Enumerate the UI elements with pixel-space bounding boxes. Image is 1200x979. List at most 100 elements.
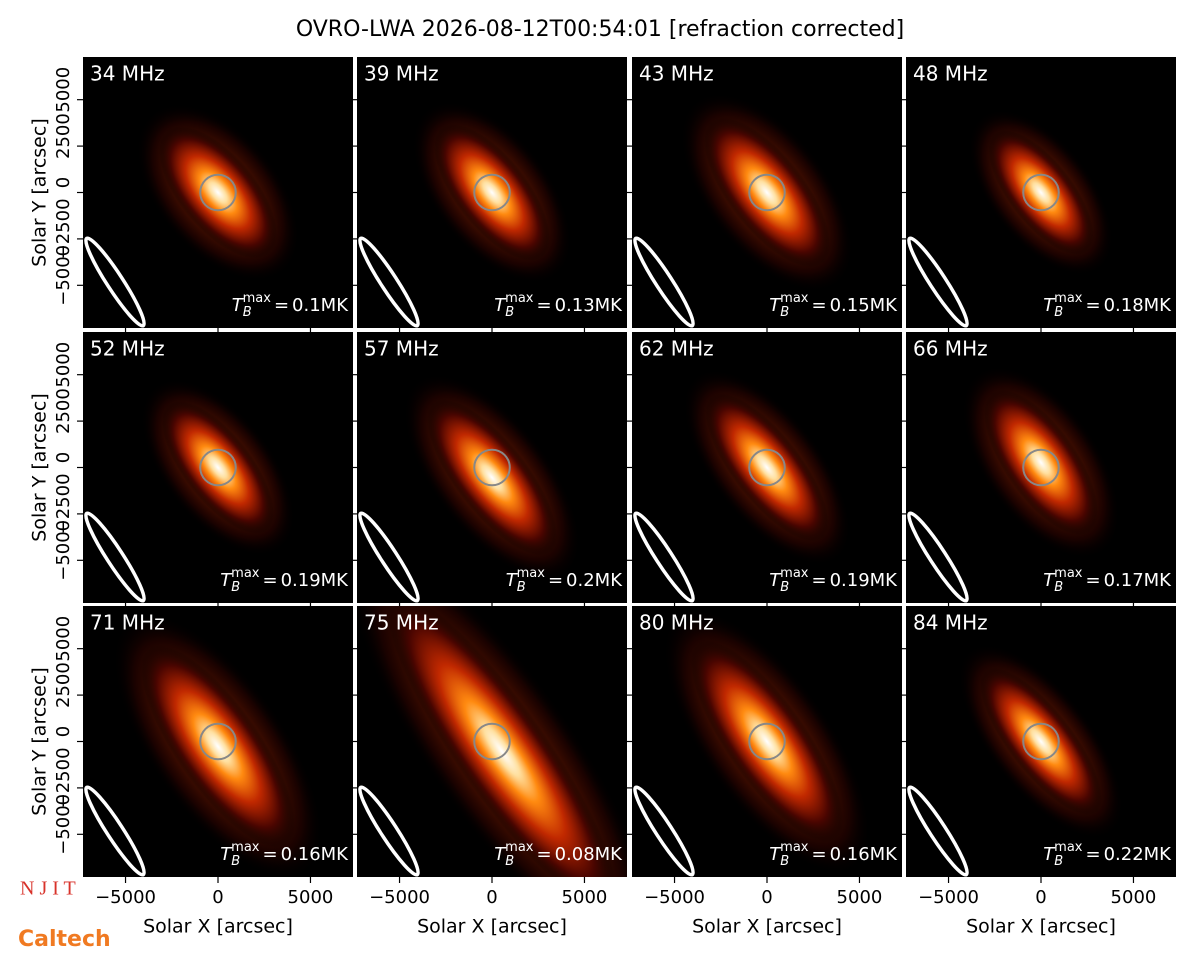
- x-tick-label: 0: [761, 887, 772, 908]
- tb-value: 0.19MK: [281, 570, 350, 591]
- tb-sub: B: [517, 580, 526, 595]
- tb-symbol: T: [494, 295, 507, 316]
- y-tick-label: 5000: [53, 342, 74, 388]
- emission: [158, 126, 278, 259]
- tb-sup: max: [231, 840, 260, 855]
- image-layer: [358, 373, 581, 603]
- emission: [434, 124, 550, 261]
- tb-eq: =: [811, 295, 826, 316]
- beam: [907, 511, 969, 603]
- tb-annotation: TBmax = 0.15MK: [769, 291, 898, 320]
- y-tick-label: 2500: [53, 388, 74, 434]
- y-tick-label: 2500: [53, 662, 74, 708]
- solar-disk: [473, 173, 511, 212]
- solar-disk: [473, 722, 511, 761]
- solar-disk: [748, 448, 786, 487]
- image-layer: [633, 608, 871, 877]
- tb-eq: =: [1085, 844, 1100, 865]
- panel: 43 MHz TBmax = 0.15MK: [626, 57, 902, 334]
- solar-disk: [748, 722, 786, 761]
- emission: [704, 117, 830, 268]
- tb-sup: max: [780, 291, 809, 306]
- tb-sup: max: [517, 566, 546, 581]
- panel-label: 80 MHz: [639, 611, 714, 635]
- solar-disk: [1022, 448, 1060, 487]
- tb-value: 0.17MK: [1104, 570, 1173, 591]
- solar-disk: [1022, 173, 1060, 212]
- beam: [907, 785, 969, 877]
- tb-value: 0.2MK: [566, 570, 623, 591]
- tb-sub: B: [505, 854, 514, 869]
- tb-symbol: T: [1043, 844, 1056, 865]
- y-tick-label: −2500: [53, 473, 74, 534]
- tb-symbol: T: [769, 570, 782, 591]
- panel: 62 MHz TBmax = 0.19MK: [626, 332, 902, 609]
- x-tick-label: 5000: [288, 887, 334, 908]
- image-layer: [907, 644, 1124, 877]
- tb-value: 0.16MK: [281, 844, 350, 865]
- panel-label: 75 MHz: [364, 611, 439, 635]
- tb-sup: max: [505, 291, 534, 306]
- y-axis-label: Solar Y [arcsec]: [29, 118, 51, 266]
- beam: [84, 236, 146, 328]
- emission: [984, 389, 1098, 536]
- tb-sup: max: [231, 566, 260, 581]
- panel: 80 MHz TBmax = 0.16MK −5000 0 5000 Solar X [arc…: [626, 606, 902, 938]
- tb-sub: B: [780, 580, 789, 595]
- panel: 66 MHz TBmax = 0.17MK: [900, 332, 1176, 609]
- y-tick-label: −2500: [53, 198, 74, 259]
- beam: [633, 785, 695, 877]
- tb-sup: max: [1054, 291, 1083, 306]
- tb-eq: =: [1085, 570, 1100, 591]
- y-tick-label: 5000: [53, 616, 74, 662]
- solar-disk: [199, 722, 237, 761]
- tb-annotation: TBmax = 0.16MK: [220, 840, 349, 869]
- x-axis-label: Solar X [arcsec]: [966, 916, 1116, 938]
- x-tick-label: 5000: [562, 887, 608, 908]
- tb-sup: max: [1054, 840, 1083, 855]
- tb-symbol: T: [769, 844, 782, 865]
- beam: [358, 511, 420, 603]
- panel: 34 MHz TBmax = 0.1MK −5000−2500 0 25005000Sola…: [29, 57, 353, 334]
- tb-eq: =: [536, 295, 551, 316]
- image-layer: [633, 92, 854, 328]
- beam: [358, 785, 420, 877]
- tb-sub: B: [505, 305, 514, 320]
- tb-value: 0.13MK: [555, 295, 624, 316]
- tb-value: 0.1MK: [292, 295, 349, 316]
- y-tick-label: −5000: [53, 245, 74, 306]
- x-tick-label: 5000: [1111, 887, 1157, 908]
- y-axis-label: Solar Y [arcsec]: [29, 393, 51, 541]
- tb-symbol: T: [232, 295, 245, 316]
- image-layer: [358, 101, 572, 328]
- tb-sub: B: [243, 305, 252, 320]
- y-tick-label: −5000: [53, 794, 74, 855]
- panel-label: 39 MHz: [364, 62, 439, 86]
- x-axis-label: Solar X [arcsec]: [692, 916, 842, 938]
- x-tick-label: −5000: [644, 887, 705, 908]
- tb-sub: B: [1054, 854, 1063, 869]
- panel-label: 57 MHz: [364, 337, 439, 361]
- tb-annotation: TBmax = 0.19MK: [769, 566, 898, 595]
- tb-eq: =: [811, 844, 826, 865]
- tb-sub: B: [231, 854, 240, 869]
- x-tick-label: −5000: [369, 887, 430, 908]
- figure-title: OVRO-LWA 2026-08-12T00:54:01 [refraction…: [296, 17, 904, 42]
- tb-symbol: T: [220, 570, 233, 591]
- panel: 84 MHz TBmax = 0.22MK −5000 0 5000 Solar X [arc…: [900, 606, 1176, 938]
- emission: [161, 401, 275, 534]
- y-tick-label: −2500: [53, 747, 74, 808]
- tb-eq: =: [262, 844, 277, 865]
- tb-sup: max: [243, 291, 272, 306]
- tb-sub: B: [780, 305, 789, 320]
- tb-annotation: TBmax = 0.17MK: [1043, 566, 1172, 595]
- image-layer: [84, 103, 300, 328]
- tb-symbol: T: [769, 295, 782, 316]
- solar-disk: [199, 448, 237, 487]
- image-layer: [907, 366, 1121, 603]
- tb-sub: B: [1054, 580, 1063, 595]
- emission: [705, 393, 829, 542]
- panel: 39 MHz TBmax = 0.13MK: [351, 57, 627, 334]
